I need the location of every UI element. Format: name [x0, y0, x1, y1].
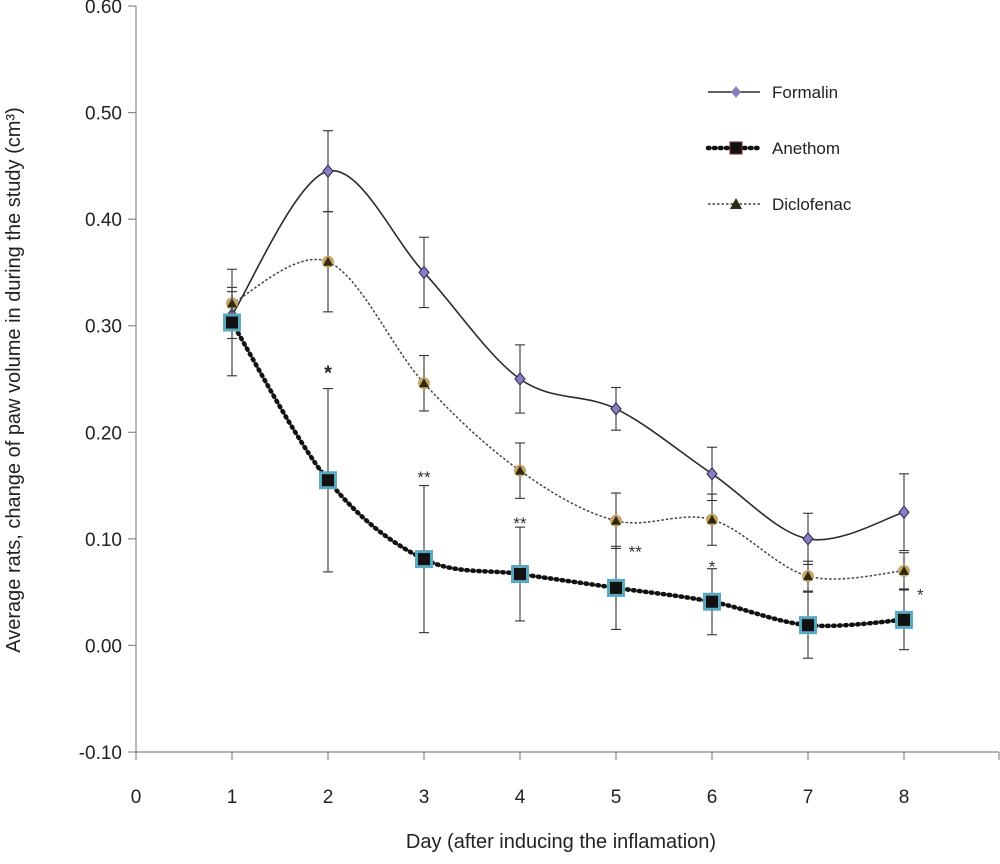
x-tick-label: 6	[707, 787, 718, 808]
legend-item-anethom: Anethom	[705, 139, 840, 158]
significance-marker: *	[324, 363, 332, 385]
significance-annotations: *********	[324, 363, 924, 605]
data-point	[322, 164, 334, 178]
x-tick-label: 7	[803, 787, 814, 808]
series-formalin	[226, 130, 910, 565]
data-point-triangle	[899, 565, 909, 575]
data-point	[895, 610, 913, 629]
y-tick-label: 0.10	[85, 530, 122, 551]
legend: Formalin Anethom Diclofenac	[705, 83, 852, 214]
x-tick-label: 8	[899, 787, 910, 808]
data-point	[319, 471, 337, 490]
x-tick-label: 2	[323, 787, 334, 808]
x-tick-label: 3	[419, 787, 430, 808]
data-point	[511, 565, 529, 584]
x-tick-label: 4	[515, 787, 526, 808]
legend-label: Anethom	[772, 139, 840, 158]
data-point-triangle	[515, 465, 525, 475]
y-tick-label: 0.50	[85, 104, 122, 125]
significance-marker: *	[709, 558, 716, 577]
x-axis-title: Day (after inducing the inflamation)	[406, 831, 716, 853]
series-line	[231, 258, 905, 580]
legend-marker	[729, 141, 743, 155]
y-tick-label: -0.10	[79, 743, 122, 764]
data-point-triangle	[707, 514, 717, 524]
data-point	[607, 578, 625, 597]
significance-marker: **	[513, 514, 527, 533]
x-tick-label: 1	[227, 787, 238, 808]
legend-marker	[730, 198, 742, 209]
y-tick-label: 0.00	[85, 636, 122, 657]
data-point	[514, 372, 526, 386]
series-group	[223, 130, 913, 659]
y-tick-label: 0.20	[85, 423, 122, 444]
legend-item-formalin: Formalin	[708, 83, 838, 102]
significance-marker: *	[917, 585, 924, 604]
x-tick-label: 0	[131, 787, 142, 808]
data-point	[610, 402, 622, 416]
y-axis-title: Average rats, change of paw volume in du…	[3, 107, 25, 652]
data-point	[703, 592, 721, 611]
legend-item-diclofenac: Diclofenac	[708, 195, 852, 214]
data-point	[706, 467, 718, 481]
data-point	[418, 265, 430, 280]
data-point	[898, 505, 910, 519]
data-point	[223, 313, 241, 332]
legend-label: Diclofenac	[772, 195, 852, 214]
data-point	[802, 532, 814, 546]
series-diclofenac	[226, 211, 910, 592]
x-tick-label: 5	[611, 787, 622, 808]
data-point-triangle	[803, 571, 813, 581]
significance-marker: **	[417, 468, 431, 487]
data-point-triangle	[611, 515, 621, 525]
axes: -0.10 0.00 0.10 0.20 0.30 0.40 0.50 0.60 0 1 2 3 4 5 6…	[79, 0, 1000, 808]
data-point	[799, 616, 817, 635]
significance-marker: **	[629, 543, 643, 562]
data-point-triangle	[323, 256, 333, 266]
y-tick-label: 0.30	[85, 317, 122, 338]
series-anethom	[223, 268, 913, 659]
y-tick-label: 0.60	[85, 0, 122, 18]
legend-label: Formalin	[772, 83, 838, 102]
legend-marker	[731, 86, 741, 98]
data-point	[415, 550, 433, 569]
y-tick-label: 0.40	[85, 210, 122, 231]
data-point-triangle	[419, 378, 429, 388]
